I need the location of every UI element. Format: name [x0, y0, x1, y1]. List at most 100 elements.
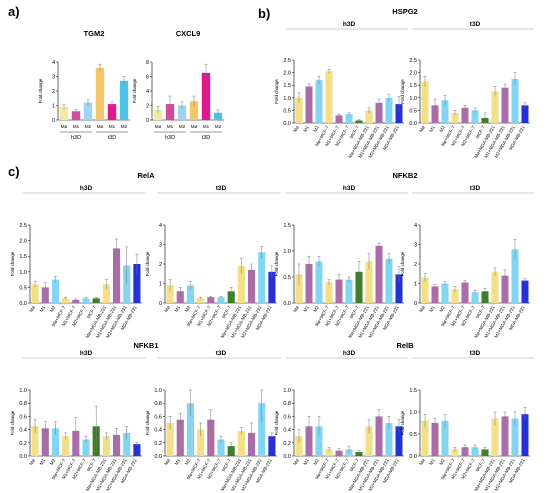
- chart-title: t3D: [470, 21, 481, 28]
- bar: [217, 297, 225, 303]
- nfkb1-title: NFKB1: [133, 341, 158, 350]
- y-tick-label: 0.4: [154, 428, 162, 434]
- bar: [71, 111, 81, 120]
- bar: [441, 283, 449, 303]
- y-tick-label: 0.6: [154, 414, 162, 420]
- bar: [31, 426, 39, 456]
- x-tick-label: MCF-7: [349, 305, 360, 320]
- bar: [237, 430, 245, 456]
- y-tick-label: 0: [159, 301, 162, 307]
- bar: [207, 297, 215, 303]
- y-tick-label: 1.0: [283, 96, 291, 102]
- hspg2-title: HSPG2: [392, 7, 417, 16]
- panel-b-label: b): [258, 6, 270, 21]
- bar: [92, 298, 100, 303]
- bar: [431, 423, 439, 456]
- x-tick-label: Mø: [163, 305, 171, 313]
- bar: [375, 245, 383, 303]
- bar: [227, 291, 235, 303]
- bar: [335, 450, 343, 456]
- bar: [315, 80, 323, 123]
- chart-title: h3D: [343, 185, 356, 192]
- bar: [521, 414, 529, 456]
- y-tick-label: 0.5: [283, 275, 291, 281]
- y-tick-label: 1: [52, 104, 55, 110]
- y-tick-label: 2: [146, 104, 149, 110]
- x-tick-label: Mø: [155, 124, 162, 129]
- bar: [102, 436, 110, 456]
- y-tick-label: 1.0: [19, 270, 27, 276]
- y-tick-label: 3: [52, 75, 55, 81]
- chart-title: h3D: [80, 185, 93, 192]
- x-tick-label: MCF-7: [221, 305, 232, 320]
- y-tick-label: 0.2: [283, 441, 291, 447]
- y-axis-label: Fold change: [400, 251, 405, 276]
- y-tick-label: 0.0: [409, 121, 417, 127]
- bar: [461, 107, 469, 123]
- bar: [395, 274, 403, 303]
- y-axis-label: Fold change: [145, 251, 150, 276]
- bar: [237, 265, 245, 303]
- bar: [375, 416, 383, 456]
- bar: [385, 97, 393, 123]
- rela-title: RelA: [137, 171, 155, 180]
- chart-title: h3D: [343, 21, 356, 28]
- bar: [41, 287, 49, 303]
- y-tick-label: 4: [414, 223, 417, 229]
- x-tick-label: MCF-7: [349, 125, 360, 140]
- x-tick-label: Mø: [292, 458, 300, 466]
- y-tick-label: 3: [159, 243, 162, 249]
- bar: [166, 285, 174, 303]
- x-tick-label: MCF-7: [475, 458, 486, 473]
- chart-title: h3D: [343, 350, 356, 357]
- x-tick-label: Mø: [28, 305, 36, 313]
- chart-title: TGM2: [84, 29, 105, 38]
- bar: [268, 271, 276, 303]
- bar: [471, 447, 479, 456]
- chart-title: CXCL9: [176, 29, 201, 38]
- x-tick-label: M1: [302, 305, 310, 313]
- y-tick-label: 0: [414, 301, 417, 307]
- bar: [62, 436, 70, 456]
- y-tick-label: 8: [146, 60, 149, 66]
- x-tick-label: M1: [302, 458, 310, 466]
- bar: [395, 104, 403, 123]
- y-tick-label: 6: [146, 75, 149, 81]
- x-tick-label: M1: [302, 125, 310, 133]
- bar: [153, 109, 163, 120]
- bar: [133, 444, 141, 456]
- x-tick-label: M2: [85, 124, 92, 129]
- y-tick-label: 0: [146, 118, 149, 124]
- bar: [176, 291, 184, 303]
- bar: [186, 403, 195, 456]
- y-tick-label: 0: [52, 118, 55, 124]
- y-tick-label: 1.0: [283, 388, 291, 394]
- bar: [201, 72, 211, 120]
- x-tick-label: M1: [109, 124, 116, 129]
- bar: [385, 258, 393, 303]
- y-tick-label: 0.4: [19, 428, 27, 434]
- x-tick-label: Mø: [97, 124, 104, 129]
- bar: [51, 428, 60, 456]
- chart-title: t3D: [216, 350, 227, 357]
- y-tick-label: 2.0: [409, 71, 417, 77]
- x-tick-label: MCF-7: [475, 125, 486, 140]
- y-tick-label: 1.5: [409, 83, 417, 89]
- bar: [62, 298, 70, 303]
- bar: [345, 114, 353, 123]
- bar: [123, 432, 131, 456]
- y-axis-label: Fold change: [400, 79, 405, 104]
- x-tick-label: M1: [428, 458, 436, 466]
- panel-c-label: c): [8, 164, 20, 179]
- bar: [461, 447, 469, 456]
- x-tick-label: MCF-7: [221, 458, 232, 473]
- y-tick-label: 0.5: [283, 108, 291, 114]
- y-tick-label: 4: [52, 60, 55, 66]
- x-tick-label: MCF-7: [86, 305, 97, 320]
- bar: [375, 102, 383, 123]
- y-axis-label: Fold change: [400, 410, 405, 435]
- y-tick-label: 0.0: [283, 121, 291, 127]
